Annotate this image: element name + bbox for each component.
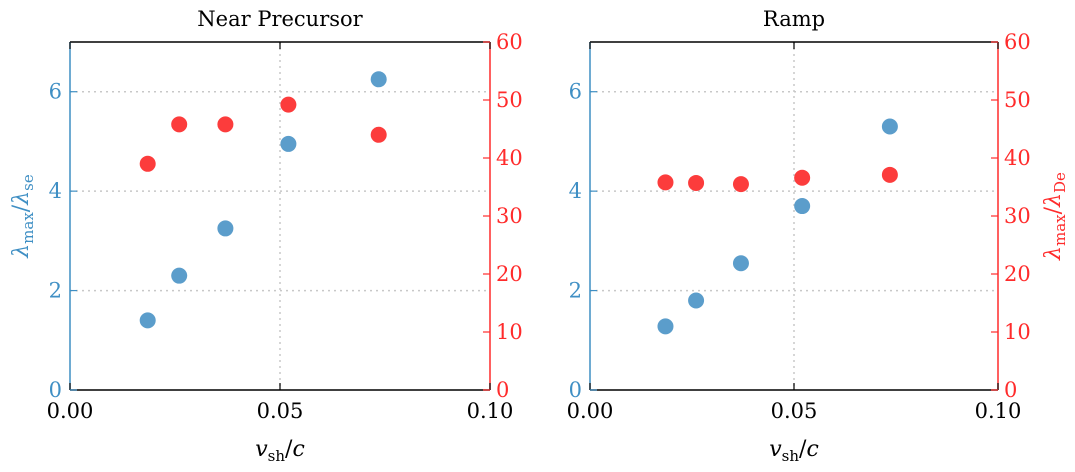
data-point-left	[881, 118, 898, 135]
x-tick-label: 0.10	[975, 399, 1022, 423]
y-right-tick-label: 50	[1004, 88, 1031, 112]
data-point-right	[370, 126, 387, 143]
y-right-tick-label: 20	[1004, 262, 1031, 286]
y-left-tick-label: 2	[49, 279, 62, 303]
data-point-right	[139, 155, 156, 172]
chart-title: Near Precursor	[197, 7, 363, 31]
data-point-right	[280, 96, 297, 113]
y-right-axis-label: λmax​/λDe​	[1041, 172, 1069, 261]
x-axis-label: vsh​/c	[255, 437, 305, 465]
y-left-tick-label: 4	[569, 179, 582, 203]
data-point-right	[217, 116, 234, 133]
y-right-tick-label: 10	[496, 320, 523, 344]
data-point-right	[657, 174, 674, 191]
chart-panel-2: Ramp0.000.050.1002460102030405060vsh​/cλ…	[567, 7, 1069, 465]
data-point-left	[139, 312, 156, 329]
y-right-tick-label: 60	[1004, 30, 1031, 54]
data-point-right	[688, 174, 705, 191]
x-tick-label: 0.00	[47, 399, 94, 423]
y-left-tick-label: 2	[569, 279, 582, 303]
x-axis-label: vsh​/c	[769, 437, 819, 465]
data-point-right	[794, 169, 811, 186]
chart-title: Ramp	[763, 7, 825, 31]
x-tick-label: 0.05	[771, 399, 818, 423]
y-right-tick-label: 30	[1004, 204, 1031, 228]
y-right-tick-label: 20	[496, 262, 523, 286]
data-point-left	[657, 318, 674, 335]
y-right-tick-label: 60	[496, 30, 523, 54]
data-point-left	[794, 198, 811, 215]
y-right-tick-label: 50	[496, 88, 523, 112]
y-left-tick-label: 6	[569, 80, 582, 104]
data-point-right	[171, 116, 188, 133]
data-point-right	[881, 166, 898, 183]
data-point-right	[732, 176, 749, 193]
y-left-tick-label: 6	[49, 80, 62, 104]
data-point-left	[217, 220, 234, 237]
y-left-tick-label: 0	[49, 378, 62, 402]
y-right-tick-label: 10	[1004, 320, 1031, 344]
y-right-tick-label: 0	[1004, 378, 1017, 402]
data-point-left	[688, 292, 705, 309]
y-left-tick-label: 4	[49, 179, 62, 203]
y-right-tick-label: 40	[496, 146, 523, 170]
y-left-axis-label: λmax​/λse​	[9, 174, 37, 259]
data-point-left	[370, 71, 387, 88]
data-point-left	[280, 135, 297, 152]
data-point-left	[171, 267, 188, 284]
data-point-left	[732, 255, 749, 272]
x-tick-label: 0.10	[467, 399, 514, 423]
y-right-tick-label: 40	[1004, 146, 1031, 170]
x-tick-label: 0.05	[257, 399, 304, 423]
y-right-tick-label: 30	[496, 204, 523, 228]
y-right-tick-label: 0	[496, 378, 509, 402]
y-left-tick-label: 0	[569, 378, 582, 402]
x-tick-label: 0.00	[567, 399, 614, 423]
